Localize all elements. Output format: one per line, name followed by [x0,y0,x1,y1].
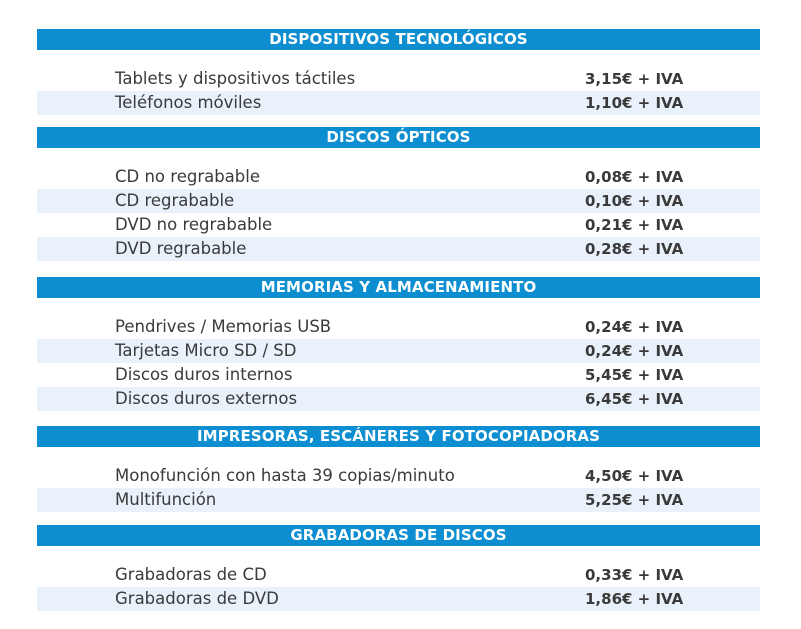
section-header: DISPOSITIVOS TECNOLÓGICOS [37,29,760,50]
item-price: 1,86€ + IVA [585,590,684,608]
item-label: DVD no regrabable [115,215,273,234]
section-grabadoras: GRABADORAS DE DISCOS Grabadoras de CD 0,… [37,525,760,611]
list-item: Multifunción 5,25€ + IVA [37,488,760,512]
item-price: 0,08€ + IVA [585,168,684,186]
item-price: 0,21€ + IVA [585,216,684,234]
item-label: Tablets y dispositivos táctiles [115,69,356,88]
item-label: Discos duros internos [115,365,293,384]
item-label: Multifunción [115,490,217,509]
list-item: DVD regrabable 0,28€ + IVA [37,237,760,261]
item-label: DVD regrabable [115,239,247,258]
section-dispositivos: DISPOSITIVOS TECNOLÓGICOS Tablets y disp… [37,29,760,115]
item-label: Grabadoras de DVD [115,589,279,608]
list-item: Pendrives / Memorias USB 0,24€ + IVA [37,315,760,339]
section-header: MEMORIAS Y ALMACENAMIENTO [37,277,760,298]
item-price: 0,24€ + IVA [585,342,684,360]
item-price: 4,50€ + IVA [585,467,684,485]
list-item: Tablets y dispositivos táctiles 3,15€ + … [37,67,760,91]
section-memorias: MEMORIAS Y ALMACENAMIENTO Pendrives / Me… [37,277,760,411]
list-item: Teléfonos móviles 1,10€ + IVA [37,91,760,115]
list-item: Discos duros internos 5,45€ + IVA [37,363,760,387]
list-item: DVD no regrabable 0,21€ + IVA [37,213,760,237]
item-price: 3,15€ + IVA [585,70,684,88]
section-discos-opticos: DISCOS ÓPTICOS CD no regrabable 0,08€ + … [37,127,760,261]
item-price: 5,45€ + IVA [585,366,684,384]
list-item: Grabadoras de CD 0,33€ + IVA [37,563,760,587]
item-label: CD regrabable [115,191,235,210]
list-item: Grabadoras de DVD 1,86€ + IVA [37,587,760,611]
item-price: 0,28€ + IVA [585,240,684,258]
item-label: Grabadoras de CD [115,565,267,584]
list-item: Discos duros externos 6,45€ + IVA [37,387,760,411]
item-price: 0,33€ + IVA [585,566,684,584]
item-label: Tarjetas Micro SD / SD [115,341,297,360]
item-label: CD no regrabable [115,167,261,186]
item-price: 0,10€ + IVA [585,192,684,210]
list-item: CD no regrabable 0,08€ + IVA [37,165,760,189]
item-price: 1,10€ + IVA [585,94,684,112]
list-item: Tarjetas Micro SD / SD 0,24€ + IVA [37,339,760,363]
item-label: Monofunción con hasta 39 copias/minuto [115,466,455,485]
section-header: GRABADORAS DE DISCOS [37,525,760,546]
list-item: Monofunción con hasta 39 copias/minuto 4… [37,464,760,488]
item-label: Pendrives / Memorias USB [115,317,332,336]
item-price: 0,24€ + IVA [585,318,684,336]
section-header: DISCOS ÓPTICOS [37,127,760,148]
item-price: 6,45€ + IVA [585,390,684,408]
section-impresoras: IMPRESORAS, ESCÁNERES Y FOTOCOPIADORAS M… [37,426,760,512]
item-label: Teléfonos móviles [115,93,262,112]
item-price: 5,25€ + IVA [585,491,684,509]
section-header: IMPRESORAS, ESCÁNERES Y FOTOCOPIADORAS [37,426,760,447]
list-item: CD regrabable 0,10€ + IVA [37,189,760,213]
item-label: Discos duros externos [115,389,298,408]
